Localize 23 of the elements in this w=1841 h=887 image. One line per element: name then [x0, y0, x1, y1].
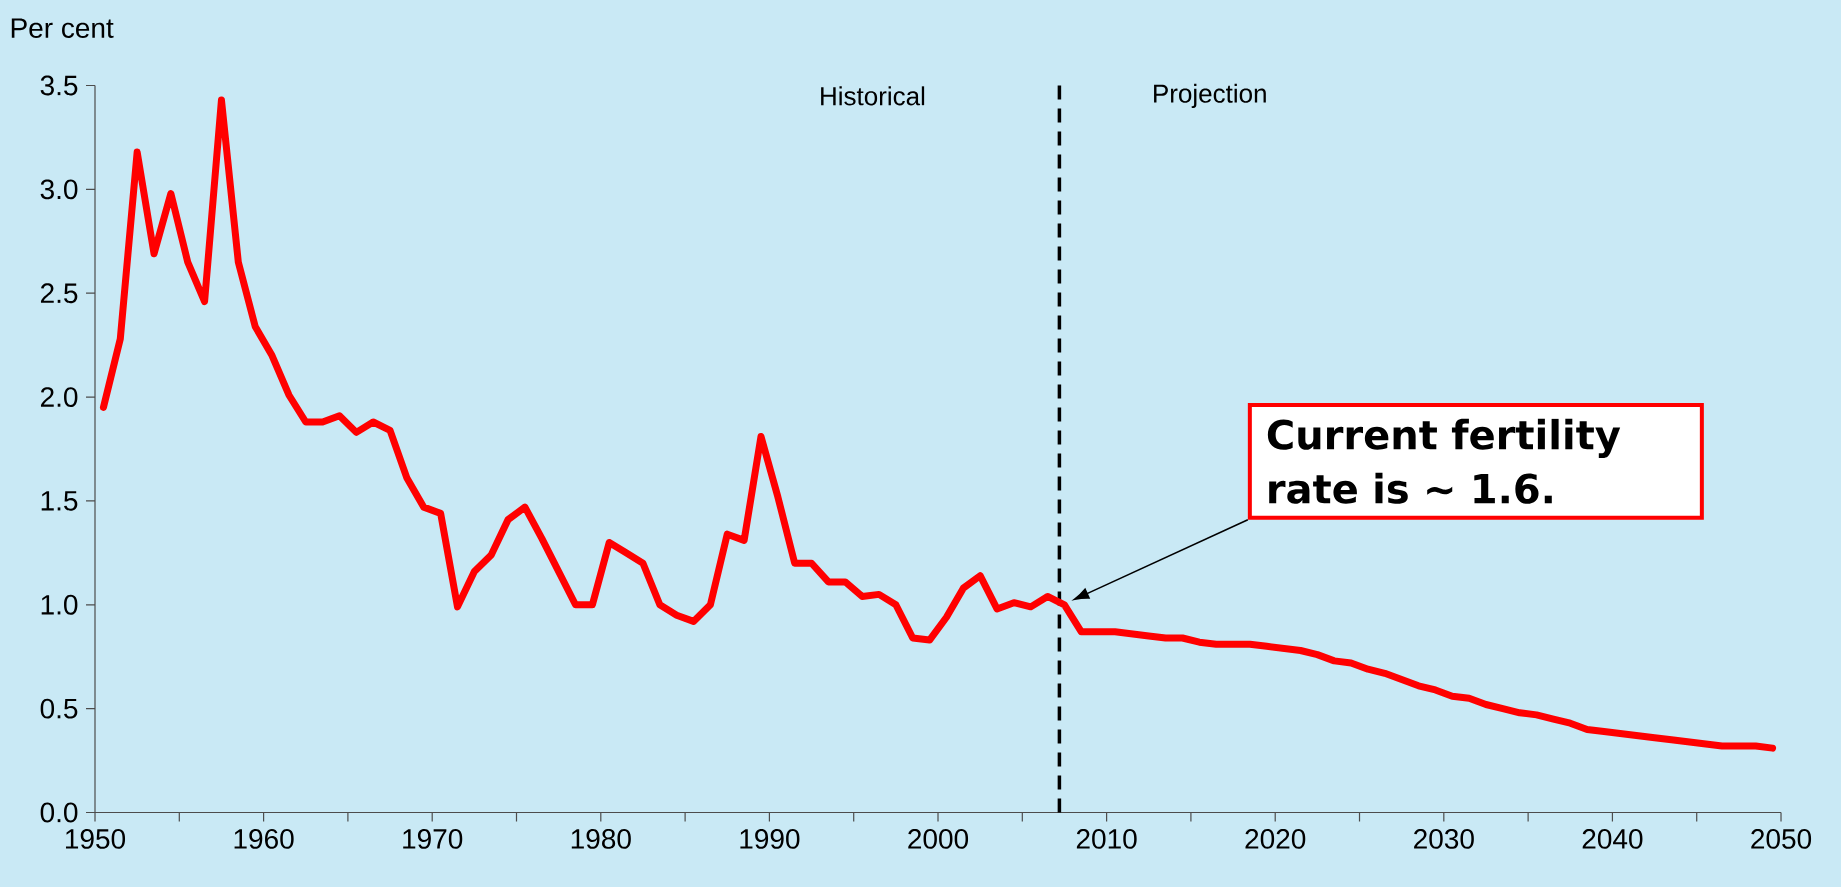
y-tick-label: 0.0: [40, 802, 78, 823]
x-tick-label: 2050: [1751, 829, 1812, 849]
x-tick-label: 1950: [66, 829, 126, 849]
x-tick-label: 1980: [571, 829, 631, 849]
y-tick-label: 0.5: [40, 698, 78, 719]
x-tick-label: 2010: [1076, 829, 1137, 849]
x-tick-label: 1990: [740, 829, 800, 849]
annotation: Historical: [821, 86, 925, 106]
annotation: Projection: [1154, 83, 1266, 108]
x-tick-label: 2030: [1414, 829, 1474, 849]
x-tick-label: 2000: [908, 829, 969, 849]
y-tick-label: 2.0: [40, 387, 78, 407]
x-tick-label: 2020: [1245, 829, 1306, 849]
y-tick-label: 3.5: [40, 75, 78, 96]
y-axis-title: Per cent: [11, 18, 114, 38]
y-tick-label: 1.0: [41, 594, 78, 615]
y-tick-label: 3.0: [40, 179, 78, 200]
y-tick-label: 2.5: [40, 283, 78, 304]
y-tick-label: 1.5: [41, 491, 78, 511]
x-tick-label: 1970: [403, 829, 463, 849]
annotation: Current fertility rate is ~ 1.6.: [1267, 418, 1621, 504]
x-tick-label: 2040: [1582, 829, 1643, 849]
x-tick-label: 1960: [234, 829, 294, 849]
